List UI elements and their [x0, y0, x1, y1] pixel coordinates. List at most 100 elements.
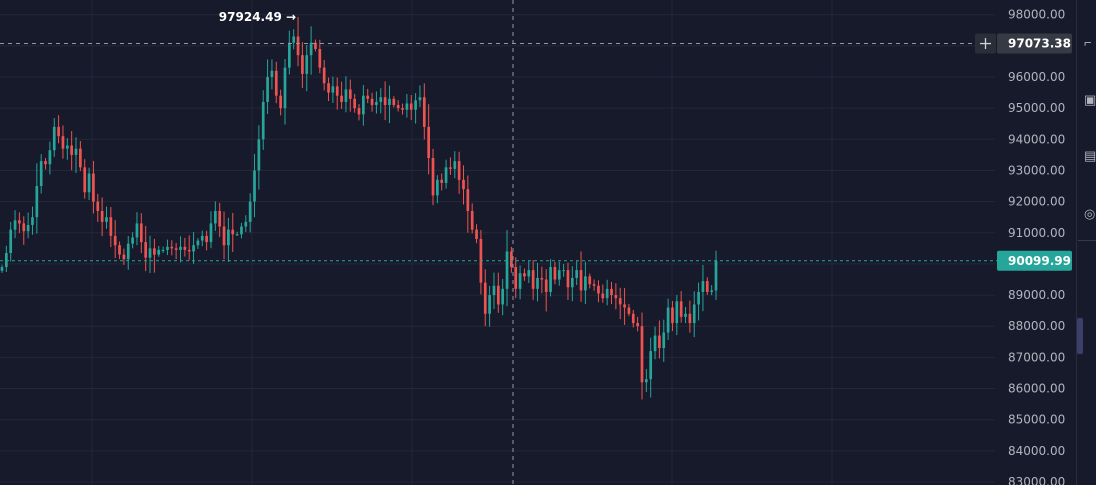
candle-body: [466, 189, 470, 211]
candle-body: [649, 351, 653, 380]
candle: [540, 266, 544, 294]
candle-body: [714, 260, 718, 291]
candle-body: [496, 285, 500, 305]
candle: [100, 197, 104, 237]
last-price-flag-bg: [997, 250, 1072, 271]
price-tick-label: 85000.00: [1008, 413, 1065, 427]
candle: [270, 59, 274, 90]
settings-icon[interactable]: ◎: [1084, 206, 1096, 221]
candle: [370, 92, 374, 112]
candle: [87, 167, 91, 200]
candle-body: [92, 173, 95, 202]
candle-body: [383, 97, 387, 106]
candle: [31, 206, 34, 235]
candle-body: [131, 237, 134, 244]
candle: [653, 326, 657, 360]
candle-body: [170, 246, 174, 249]
candle-body: [314, 42, 317, 49]
price-axis[interactable]: 98000.0097000.0096000.0095000.0094000.00…: [1008, 8, 1065, 485]
candle: [357, 103, 361, 121]
candle: [584, 261, 587, 305]
candle-body: [218, 210, 222, 227]
candle: [431, 148, 435, 206]
candle: [348, 79, 352, 112]
candle-body: [375, 101, 378, 106]
plus-icon[interactable]: [975, 33, 996, 54]
price-tick-label: 86000.00: [1008, 382, 1065, 396]
candle: [692, 291, 696, 338]
candle-body: [658, 335, 661, 349]
candle-body: [227, 229, 230, 246]
candle-body: [570, 277, 574, 288]
candle: [666, 298, 670, 340]
candle-body: [610, 288, 613, 296]
candle: [488, 285, 491, 327]
candle-body: [401, 108, 404, 110]
candle: [597, 280, 600, 303]
candle: [514, 257, 518, 299]
candle-body: [414, 100, 417, 110]
calendar-icon[interactable]: ▤: [1084, 148, 1096, 163]
candle-body: [409, 103, 413, 110]
candle-body: [388, 98, 391, 106]
candle: [314, 39, 317, 52]
candle: [266, 59, 269, 115]
candle-body: [9, 229, 13, 254]
candle: [475, 224, 478, 244]
candle-body: [240, 226, 243, 235]
candle: [614, 283, 618, 310]
candlestick-series: [0, 17, 718, 400]
candle: [240, 222, 243, 239]
candle-body: [166, 246, 169, 250]
candle-body: [44, 161, 47, 165]
candle: [414, 93, 417, 124]
candle: [318, 39, 322, 74]
candle: [549, 259, 552, 297]
crosshair-price-flag: 97073.38: [975, 33, 1072, 54]
candle-body: [705, 281, 709, 292]
candle: [205, 230, 208, 251]
collapse-handle[interactable]: [1077, 318, 1083, 354]
candle-body: [488, 295, 491, 314]
candle: [492, 272, 496, 309]
candle-body: [436, 179, 439, 196]
candle-body: [444, 167, 448, 183]
candle-body: [0, 267, 4, 271]
screenshot-icon[interactable]: ▣: [1084, 92, 1096, 107]
candle: [222, 211, 226, 260]
candle: [340, 81, 343, 109]
candle: [235, 231, 239, 237]
candle-body: [179, 246, 182, 250]
candle-body: [475, 229, 478, 239]
candle-body: [427, 126, 431, 158]
candle-body: [636, 323, 639, 327]
candle: [48, 141, 52, 175]
candle-body: [174, 248, 178, 250]
candle-body: [697, 291, 700, 305]
candle: [109, 206, 113, 248]
candle-body: [370, 98, 374, 106]
candle: [362, 85, 365, 126]
price-tick-label: 89000.00: [1008, 288, 1065, 302]
candle-body: [597, 285, 600, 294]
candle-body: [440, 179, 444, 183]
candle: [144, 225, 148, 272]
candle: [649, 337, 653, 398]
candle-body: [618, 298, 622, 305]
candle-body: [261, 101, 265, 140]
candle-body: [5, 253, 8, 268]
candle: [544, 269, 548, 312]
candle: [301, 42, 304, 88]
candle-body: [640, 326, 644, 383]
candle-body: [653, 335, 657, 352]
candle-body: [148, 248, 152, 258]
candle: [261, 90, 265, 150]
candle-body: [544, 279, 548, 292]
candle: [518, 265, 522, 300]
pin-icon[interactable]: ⌐: [1084, 35, 1092, 50]
price-tick-label: 91000.00: [1008, 226, 1065, 240]
candle-body: [627, 307, 631, 314]
candle: [496, 272, 500, 313]
high-price-annotation: 97924.49 →: [219, 10, 296, 24]
